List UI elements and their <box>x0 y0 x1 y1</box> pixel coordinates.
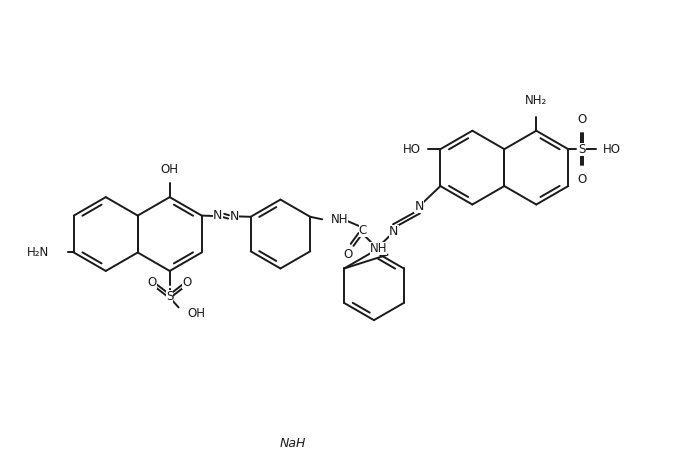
Text: S: S <box>166 290 173 303</box>
Text: OH: OH <box>161 164 179 176</box>
Text: N: N <box>389 225 399 238</box>
Text: NH: NH <box>331 213 348 226</box>
Text: NaH: NaH <box>280 437 306 450</box>
Text: O: O <box>148 276 157 289</box>
Text: O: O <box>182 276 191 289</box>
Text: HO: HO <box>403 143 421 156</box>
Text: O: O <box>577 173 587 186</box>
Text: NH: NH <box>370 242 388 255</box>
Text: N: N <box>213 210 223 222</box>
Text: OH: OH <box>187 307 205 320</box>
Text: N: N <box>414 201 424 213</box>
Text: H₂N: H₂N <box>27 246 49 259</box>
Text: O: O <box>577 113 587 125</box>
Text: N: N <box>230 210 239 223</box>
Text: NH₂: NH₂ <box>525 94 547 107</box>
Text: O: O <box>344 248 353 261</box>
Text: HO: HO <box>603 143 621 156</box>
Text: C: C <box>359 224 367 236</box>
Text: S: S <box>579 143 586 156</box>
